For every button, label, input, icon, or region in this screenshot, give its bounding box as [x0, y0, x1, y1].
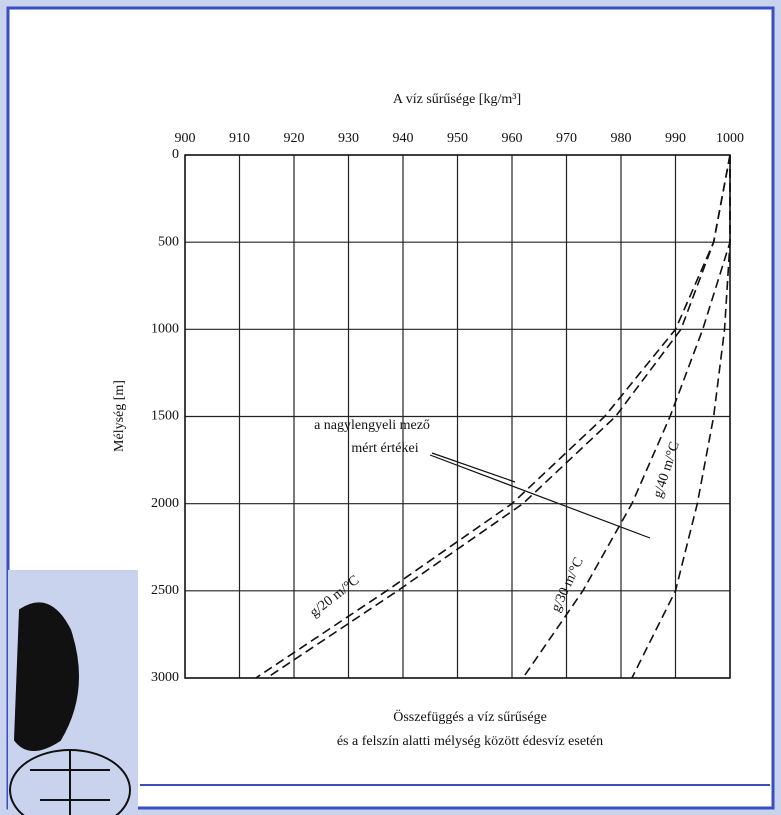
- chart: A víz sűrűsége [kg/m³] Mélység [m] Össze…: [0, 0, 781, 815]
- y-tick-label: 1500: [151, 409, 179, 424]
- x-tick-label: 960: [502, 131, 523, 146]
- slide: A víz sűrűsége [kg/m³] Mélység [m] Össze…: [0, 0, 781, 815]
- x-tick-label: 920: [284, 131, 305, 146]
- x-tick-label: 970: [556, 131, 577, 146]
- y-axis-label: Mélység [m]: [112, 380, 127, 452]
- chart-title: A víz sűrűsége [kg/m³]: [393, 92, 521, 107]
- y-tick-label: 1000: [151, 322, 179, 337]
- x-tick-label: 930: [338, 131, 359, 146]
- x-tick-label: 940: [393, 131, 414, 146]
- annotation: mért értékei: [351, 441, 418, 456]
- x-tick-label: 1000: [716, 131, 744, 146]
- x-tick-label: 990: [665, 131, 686, 146]
- y-tick-label: 2000: [151, 496, 179, 511]
- caption: Összefüggés a víz sűrűsége: [393, 708, 547, 725]
- annotation: a nagylengyeli mező: [314, 418, 430, 433]
- y-tick-label: 3000: [151, 670, 179, 685]
- x-tick-label: 910: [229, 131, 250, 146]
- y-tick-label: 500: [158, 234, 179, 249]
- y-tick-label: 2500: [151, 583, 179, 598]
- x-tick-label: 950: [447, 131, 468, 146]
- caption: és a felszín alatti mélység között édesv…: [337, 734, 603, 749]
- y-tick-label: 0: [172, 147, 179, 162]
- x-tick-label: 900: [175, 131, 196, 146]
- x-tick-label: 980: [611, 131, 632, 146]
